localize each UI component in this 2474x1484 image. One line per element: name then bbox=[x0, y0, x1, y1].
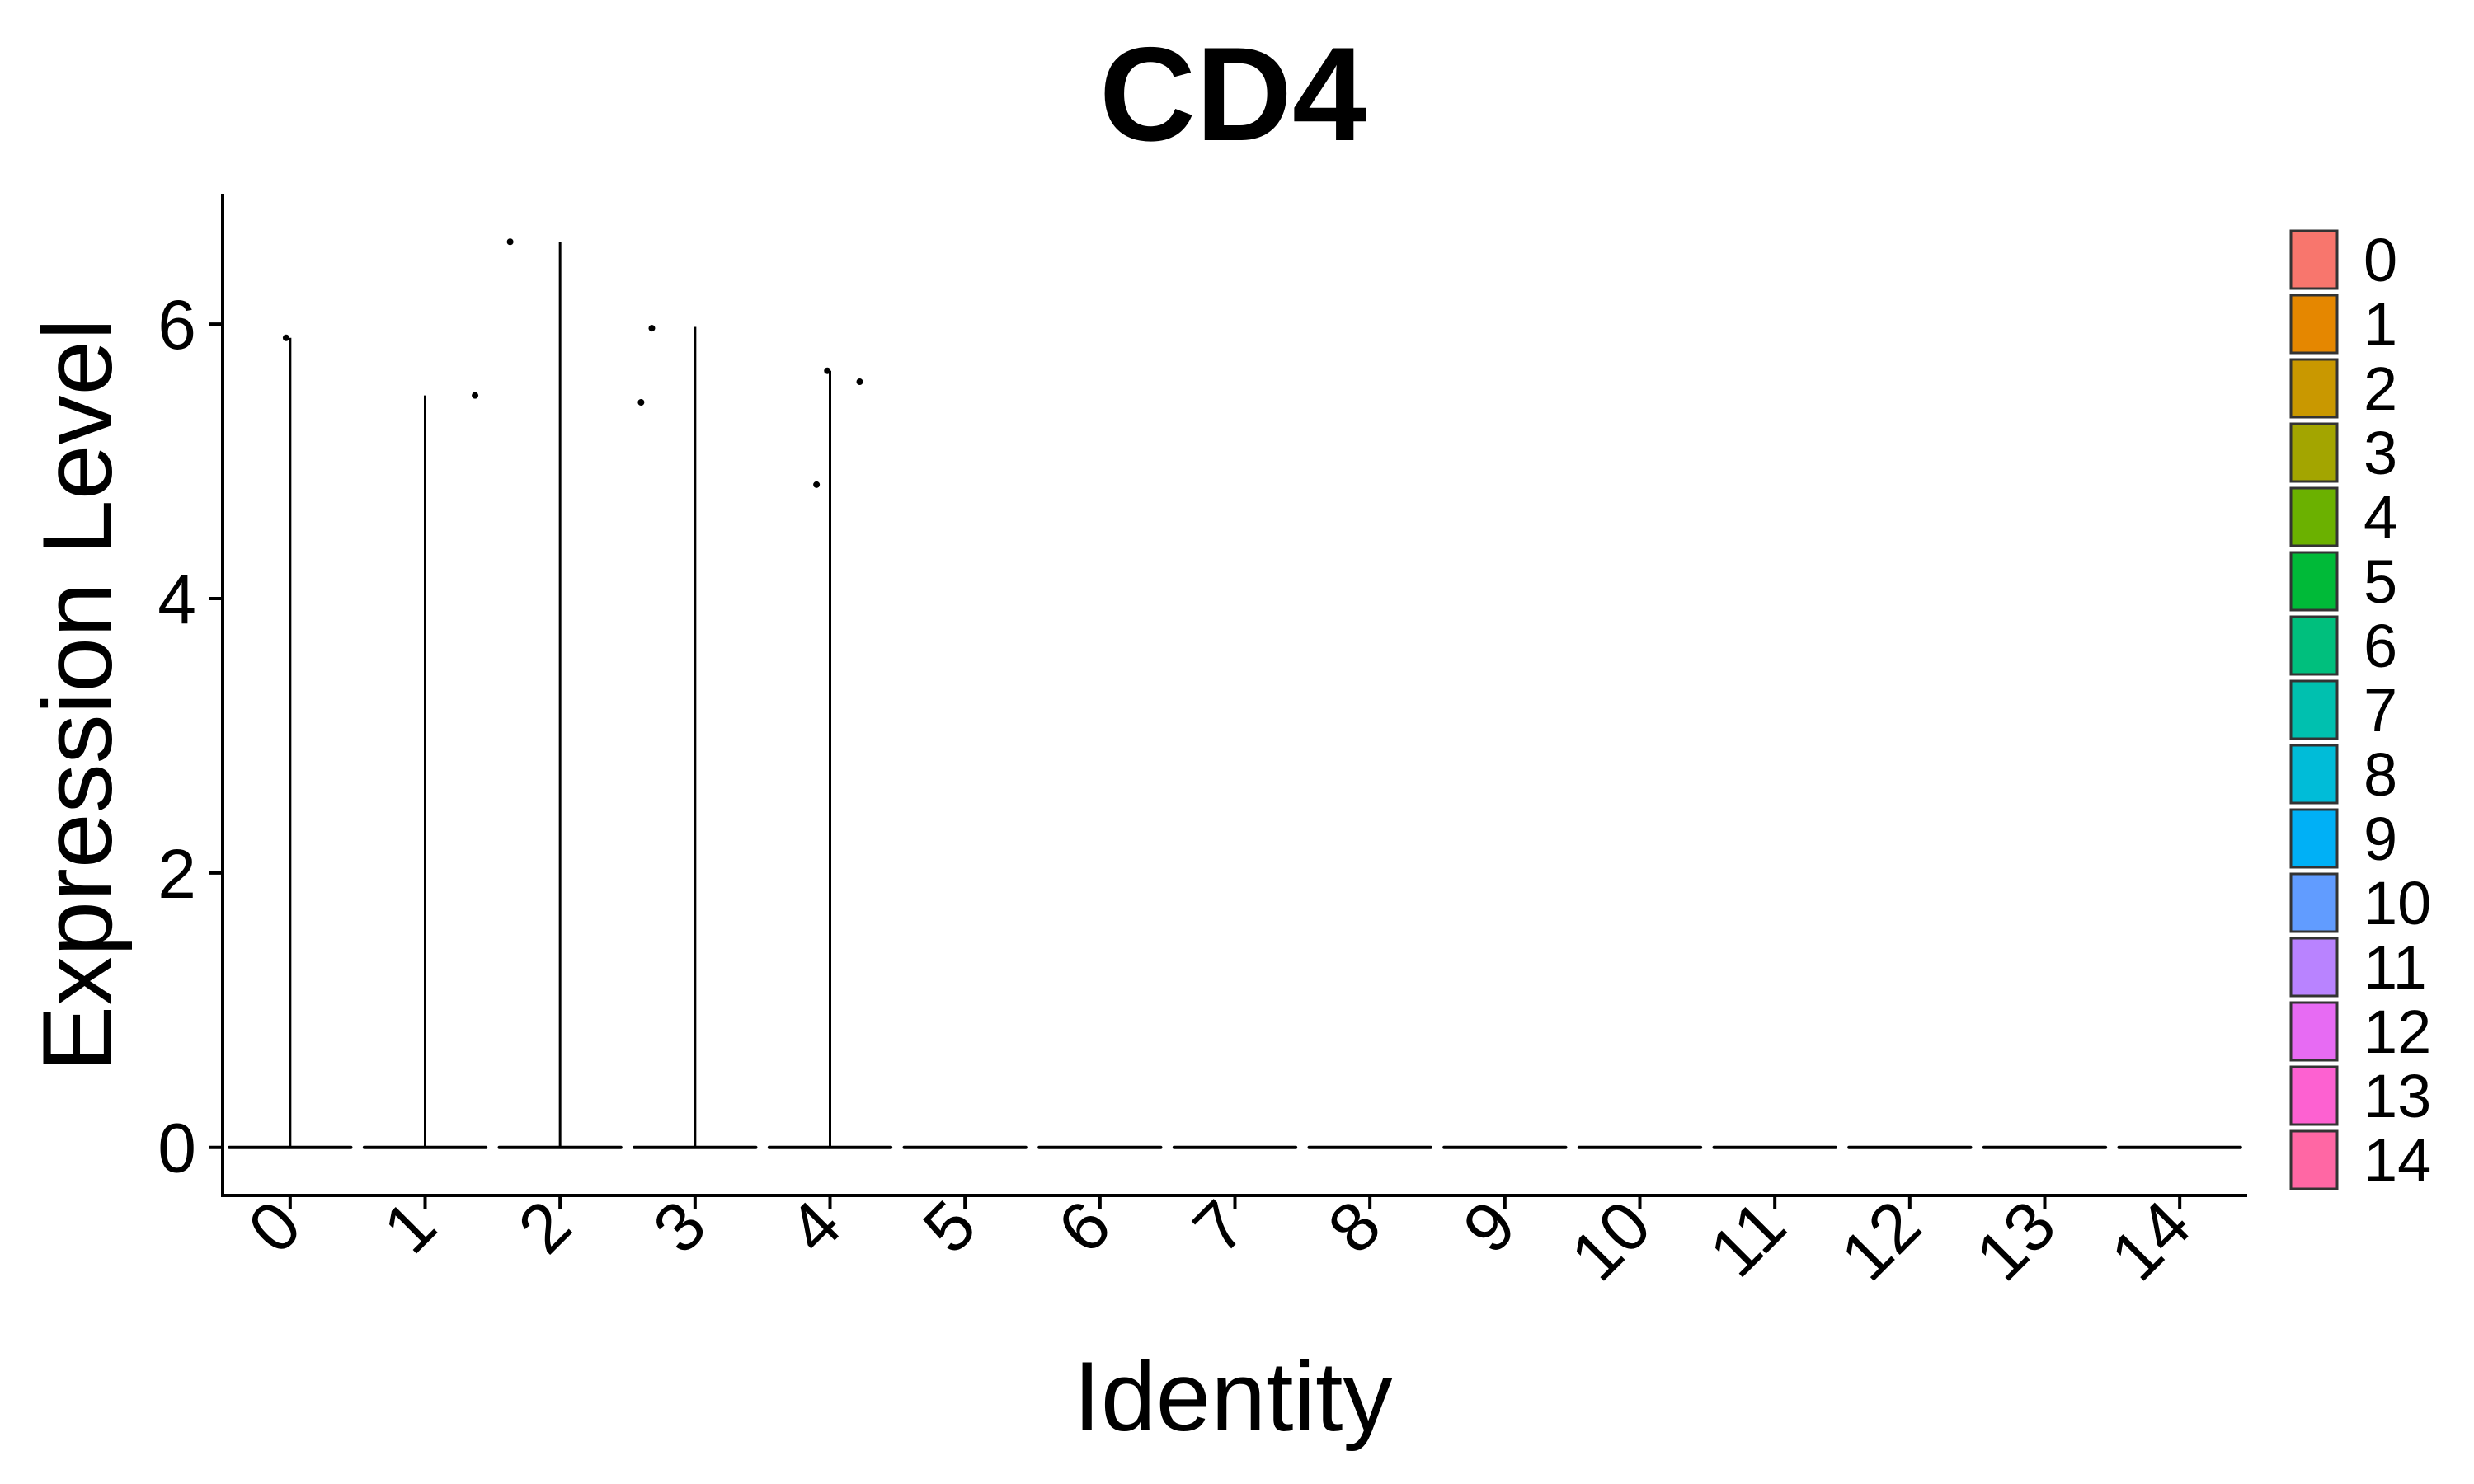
legend-item-12: 12 bbox=[2289, 998, 2431, 1066]
legend-label-11: 11 bbox=[2363, 933, 2427, 1002]
legend-key-12 bbox=[2289, 1001, 2339, 1062]
x-axis-title: Identity bbox=[1074, 1341, 1393, 1452]
legend-label-7: 7 bbox=[2363, 676, 2397, 744]
point-3-3 bbox=[637, 398, 645, 406]
point-1-1 bbox=[472, 392, 479, 399]
plot-area bbox=[228, 238, 2242, 1149]
x-tick-label-3: 3 bbox=[638, 1186, 721, 1268]
legend-key-5 bbox=[2289, 551, 2339, 612]
legend-key-10 bbox=[2289, 872, 2339, 933]
legend-item-3: 3 bbox=[2289, 419, 2397, 487]
legend-key-13 bbox=[2289, 1065, 2339, 1126]
x-tick-label-13: 13 bbox=[1961, 1186, 2071, 1295]
x-tick-label-12: 12 bbox=[1826, 1186, 1935, 1295]
legend-label-14: 14 bbox=[2363, 1126, 2431, 1195]
legend-label-13: 13 bbox=[2363, 1062, 2431, 1130]
legend-item-4: 4 bbox=[2289, 483, 2397, 552]
legend-item-14: 14 bbox=[2289, 1126, 2431, 1195]
legend-item-1: 1 bbox=[2289, 290, 2397, 359]
point-4-6 bbox=[824, 367, 831, 374]
point-4-7 bbox=[856, 378, 863, 386]
legend-key-7 bbox=[2289, 679, 2339, 740]
x-tick-label-4: 4 bbox=[774, 1186, 856, 1268]
legend-key-1 bbox=[2289, 294, 2339, 355]
legend-item-9: 9 bbox=[2289, 805, 2397, 873]
legend-key-2 bbox=[2289, 358, 2339, 419]
legend-item-8: 8 bbox=[2289, 740, 2397, 809]
legend-label-12: 12 bbox=[2363, 998, 2431, 1066]
point-3-4 bbox=[648, 325, 656, 332]
x-axis-ticks: 0 1 2 3 4 5 6 7 8 9 10 11 12 13 14 bbox=[233, 1186, 2205, 1295]
legend-item-13: 13 bbox=[2289, 1062, 2431, 1130]
legend-item-10: 10 bbox=[2289, 869, 2431, 937]
x-tick-label-0: 0 bbox=[233, 1186, 316, 1268]
y-axis-title: Expression Level bbox=[22, 318, 133, 1072]
legend-label-0: 0 bbox=[2363, 226, 2397, 294]
x-tick-label-8: 8 bbox=[1313, 1186, 1395, 1268]
legend-label-6: 6 bbox=[2363, 612, 2397, 680]
legend-key-0 bbox=[2289, 229, 2339, 290]
legend-label-3: 3 bbox=[2363, 419, 2397, 487]
legend-key-6 bbox=[2289, 615, 2339, 676]
y-axis-ticks: 0 2 4 6 bbox=[158, 286, 223, 1187]
point-4-5 bbox=[813, 481, 821, 488]
legend-key-11 bbox=[2289, 937, 2339, 998]
legend-item-11: 11 bbox=[2289, 933, 2427, 1002]
legend-label-8: 8 bbox=[2363, 740, 2397, 809]
legend-key-9 bbox=[2289, 808, 2339, 869]
legend-item-5: 5 bbox=[2289, 547, 2397, 616]
legend-item-7: 7 bbox=[2289, 676, 2397, 744]
legend-key-3 bbox=[2289, 422, 2339, 483]
legend-key-8 bbox=[2289, 744, 2339, 805]
legend-label-2: 2 bbox=[2363, 355, 2397, 423]
legend-label-5: 5 bbox=[2363, 547, 2397, 616]
legend-label-1: 1 bbox=[2363, 290, 2397, 359]
legend-key-14 bbox=[2289, 1129, 2339, 1190]
chart-title: CD4 bbox=[1099, 20, 1366, 169]
legend-item-0: 0 bbox=[2289, 226, 2397, 294]
x-tick-label-2: 2 bbox=[503, 1186, 586, 1268]
x-tick-label-14: 14 bbox=[2095, 1186, 2205, 1295]
legend-label-10: 10 bbox=[2363, 869, 2431, 937]
x-tick-label-11: 11 bbox=[1695, 1186, 1800, 1291]
x-tick-label-5: 5 bbox=[908, 1186, 990, 1268]
y-tick-label-4: 4 bbox=[158, 561, 196, 638]
point-2-2 bbox=[506, 238, 514, 246]
x-tick-label-6: 6 bbox=[1043, 1186, 1126, 1268]
legend-key-4 bbox=[2289, 486, 2339, 547]
legend-label-4: 4 bbox=[2363, 483, 2397, 552]
legend-item-6: 6 bbox=[2289, 612, 2397, 680]
y-tick-label-2: 2 bbox=[158, 835, 196, 913]
point-0-0 bbox=[282, 334, 289, 341]
legend-label-9: 9 bbox=[2363, 805, 2397, 873]
x-tick-label-9: 9 bbox=[1448, 1186, 1531, 1268]
y-tick-label-6: 6 bbox=[158, 286, 196, 364]
y-tick-label-0: 0 bbox=[158, 1110, 196, 1187]
legend-item-2: 2 bbox=[2289, 355, 2397, 423]
x-tick-label-7: 7 bbox=[1178, 1186, 1261, 1268]
x-tick-label-10: 10 bbox=[1556, 1186, 1666, 1295]
x-tick-label-1: 1 bbox=[369, 1186, 451, 1268]
